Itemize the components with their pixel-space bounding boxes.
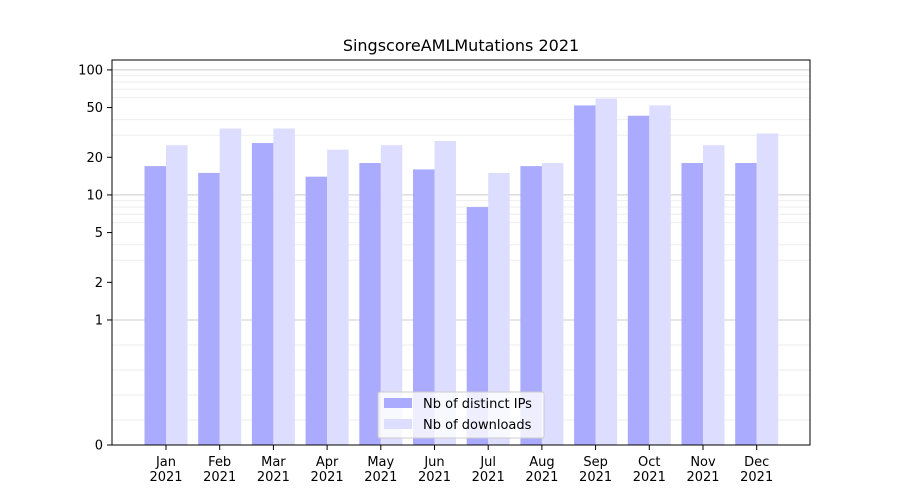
x-tick-label: Oct 2021 bbox=[633, 455, 666, 485]
x-tick-label: Mar 2021 bbox=[257, 455, 290, 485]
x-tick-label: May 2021 bbox=[364, 455, 397, 485]
x-tick-label: Apr 2021 bbox=[311, 455, 344, 485]
x-tick-label: Aug 2021 bbox=[525, 455, 558, 485]
bars bbox=[144, 98, 779, 446]
bar-distinct-ips bbox=[735, 163, 757, 445]
bar-downloads bbox=[219, 128, 242, 445]
y-tick-label: 0 bbox=[95, 439, 103, 454]
y-tick-label: 50 bbox=[86, 101, 103, 116]
bar-downloads bbox=[380, 145, 403, 445]
x-tick-label: Jan 2021 bbox=[149, 455, 182, 485]
bar-distinct-ips bbox=[359, 163, 381, 445]
legend-swatch-distinct-ips bbox=[384, 398, 412, 408]
bar-distinct-ips bbox=[520, 166, 542, 445]
y-axis-ticks: 0 1 2 5 10 20 50 100 bbox=[78, 63, 112, 454]
bar-distinct-ips bbox=[574, 105, 596, 446]
plot-frame bbox=[111, 59, 811, 446]
bar-downloads bbox=[649, 105, 671, 446]
bar-distinct-ips bbox=[305, 176, 328, 445]
x-tick-label: Jul 2021 bbox=[472, 455, 505, 485]
x-axis-ticks: Jan 2021 Feb 2021 Mar 2021 Apr 2021 May 2021 Jun 20… bbox=[149, 445, 773, 485]
chart-title: SingscoreAMLMutations 2021 bbox=[343, 36, 579, 55]
bar-downloads bbox=[703, 145, 725, 445]
bar-distinct-ips bbox=[144, 166, 166, 445]
bar-downloads bbox=[541, 163, 564, 445]
x-tick-label: Sep 2021 bbox=[579, 455, 612, 485]
bar-downloads bbox=[595, 98, 618, 446]
y-tick-label: 5 bbox=[95, 226, 103, 241]
legend-box bbox=[377, 391, 545, 439]
bar-distinct-ips bbox=[413, 169, 435, 445]
y-tick-label: 20 bbox=[86, 151, 103, 166]
x-tick-label: Dec 2021 bbox=[740, 455, 773, 485]
bar-downloads bbox=[756, 133, 779, 445]
bar-downloads bbox=[273, 128, 295, 445]
bar-distinct-ips bbox=[251, 143, 274, 445]
legend-label-distinct-ips: Nb of distinct IPs bbox=[423, 397, 532, 412]
bar-distinct-ips bbox=[198, 172, 220, 445]
y-tick-label: 1 bbox=[95, 313, 103, 328]
bar-distinct-ips bbox=[627, 115, 650, 445]
bar-downloads bbox=[327, 149, 349, 446]
legend: Nb of distinct IPs Nb of downloads bbox=[377, 391, 545, 439]
y-tick-label: 10 bbox=[86, 188, 103, 203]
bar-downloads bbox=[488, 172, 510, 445]
x-tick-label: Jun 2021 bbox=[418, 455, 451, 485]
bar-downloads bbox=[434, 140, 456, 445]
legend-label-downloads: Nb of downloads bbox=[423, 418, 532, 433]
legend-swatch-downloads bbox=[384, 419, 412, 429]
x-tick-label: Feb 2021 bbox=[203, 455, 236, 485]
bar-distinct-ips bbox=[466, 207, 489, 445]
bar-distinct-ips bbox=[681, 163, 703, 445]
x-tick-label: Nov 2021 bbox=[686, 455, 719, 485]
y-tick-label: 100 bbox=[78, 63, 103, 78]
bar-downloads bbox=[166, 145, 188, 445]
y-tick-label: 2 bbox=[95, 276, 103, 291]
